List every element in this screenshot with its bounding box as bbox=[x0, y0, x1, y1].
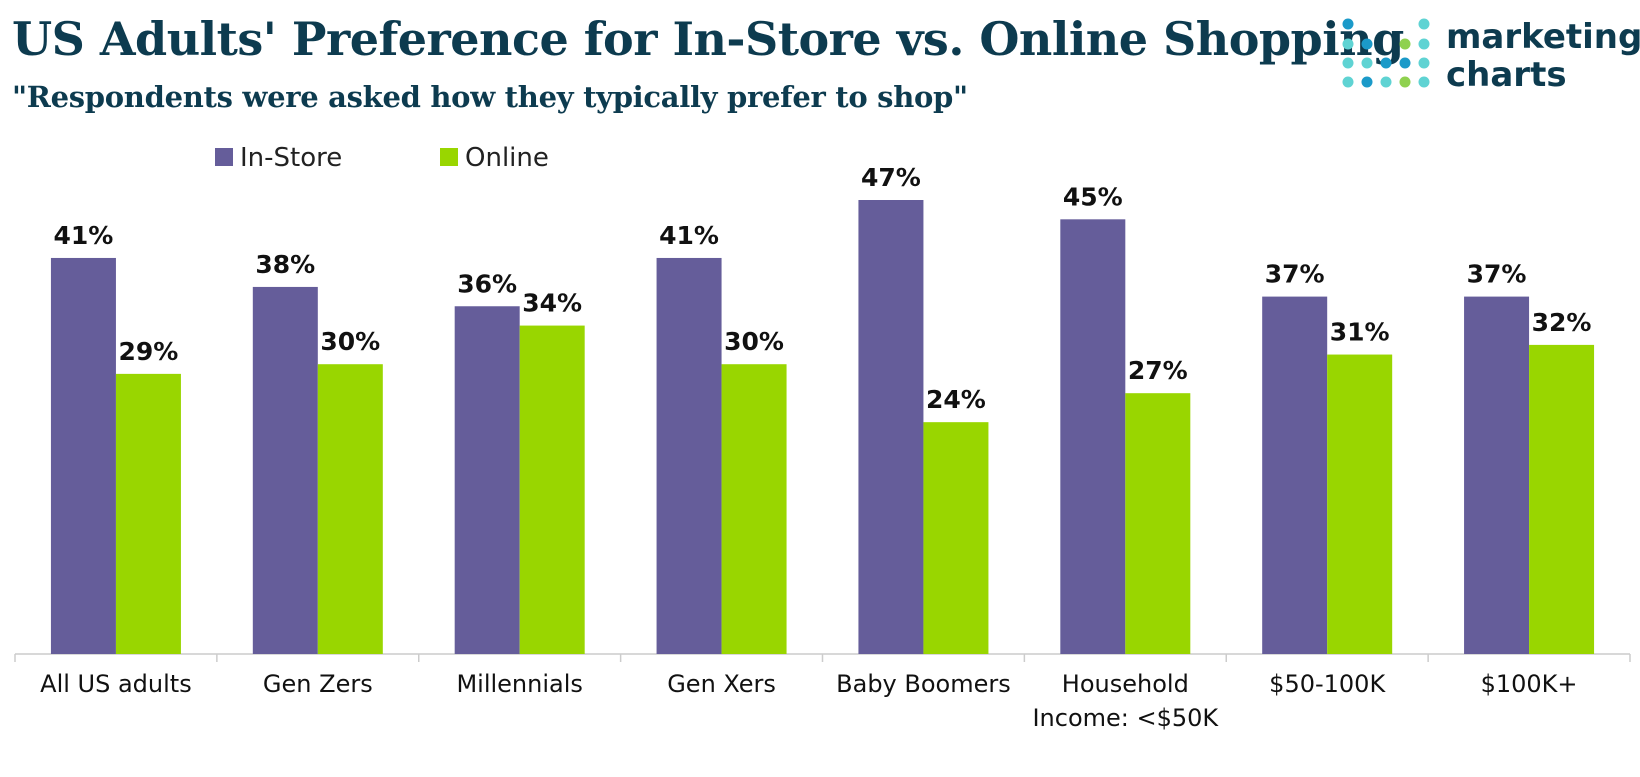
x-tick-label: Household bbox=[1062, 670, 1189, 698]
chart-subtitle: "Respondents were asked how they typical… bbox=[12, 80, 968, 114]
chart-title: US Adults' Preference for In-Store vs. O… bbox=[12, 12, 1404, 66]
data-label-online: 30% bbox=[724, 327, 784, 356]
bar-online bbox=[1529, 344, 1595, 654]
logo-text-line2: charts bbox=[1446, 55, 1567, 95]
x-tick-label: $100K+ bbox=[1481, 670, 1578, 698]
bar-in-store bbox=[858, 200, 924, 654]
data-label-in-store: 37% bbox=[1467, 260, 1527, 289]
data-label-in-store: 41% bbox=[659, 221, 719, 250]
x-tick-label: All US adults bbox=[40, 670, 192, 698]
x-tick-label: Income: <$50K bbox=[1032, 704, 1219, 732]
bar-online bbox=[519, 325, 585, 654]
x-tick-label: $50-100K bbox=[1269, 670, 1386, 698]
x-tick-label: Gen Xers bbox=[667, 670, 776, 698]
data-label-online: 29% bbox=[119, 337, 179, 366]
bar-in-store bbox=[1464, 296, 1530, 654]
data-label-online: 30% bbox=[320, 327, 380, 356]
bar-online bbox=[115, 373, 181, 654]
data-label-online: 34% bbox=[522, 289, 582, 318]
bar-in-store bbox=[1060, 219, 1126, 654]
data-label-in-store: 41% bbox=[54, 221, 114, 250]
bar-chart: In-Store Online 41% 29% All US adults 38% 30% G… bbox=[14, 143, 1631, 732]
bar-in-store bbox=[656, 257, 722, 654]
bar-online bbox=[721, 364, 787, 654]
bar-online bbox=[923, 422, 989, 654]
x-tick-label: Gen Zers bbox=[263, 670, 373, 698]
data-label-in-store: 37% bbox=[1265, 260, 1325, 289]
x-tick-label: Baby Boomers bbox=[836, 670, 1011, 698]
bar-in-store bbox=[454, 306, 520, 654]
data-label-online: 32% bbox=[1532, 308, 1592, 337]
legend-swatch-in-store bbox=[215, 148, 233, 166]
bar-in-store bbox=[50, 257, 116, 654]
dot-grid-logo-icon bbox=[1342, 18, 1430, 88]
bar-online bbox=[317, 364, 383, 654]
data-label-online: 24% bbox=[926, 385, 986, 414]
logo-text: marketing charts bbox=[1446, 18, 1640, 94]
bar-in-store bbox=[1262, 296, 1328, 654]
bar-online bbox=[1125, 393, 1191, 654]
data-label-in-store: 36% bbox=[457, 269, 517, 298]
data-label-in-store: 38% bbox=[255, 250, 315, 279]
x-tick-label: Millennials bbox=[456, 670, 582, 698]
bar-online bbox=[1327, 354, 1393, 654]
legend-swatch-online bbox=[440, 148, 458, 166]
data-label-online: 27% bbox=[1128, 356, 1188, 385]
data-label-in-store: 45% bbox=[1063, 182, 1123, 211]
bar-in-store bbox=[252, 286, 318, 654]
legend-label-online: Online bbox=[465, 143, 549, 173]
data-label-online: 31% bbox=[1330, 318, 1390, 347]
legend-label-in-store: In-Store bbox=[240, 143, 342, 173]
data-label-in-store: 47% bbox=[861, 163, 921, 192]
logo-text-line1: marketing bbox=[1446, 17, 1640, 57]
marketingcharts-logo: marketing charts bbox=[1340, 16, 1640, 96]
